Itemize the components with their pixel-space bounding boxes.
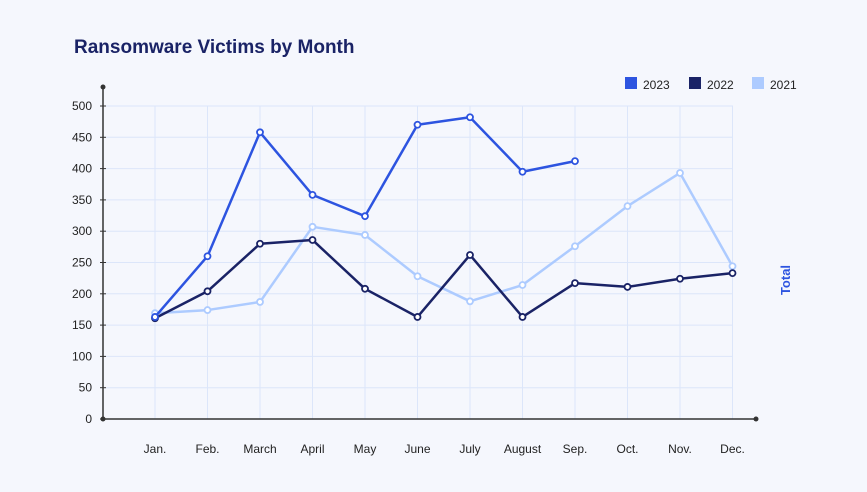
x-tick-label: Oct. — [616, 442, 638, 456]
x-tick-label: May — [354, 442, 377, 456]
y-tick-label: 250 — [72, 256, 92, 270]
legend-swatch-2022 — [689, 77, 701, 89]
y-tick-label: 350 — [72, 193, 92, 207]
y-tick-label: 200 — [72, 287, 92, 301]
data-point-2022 — [571, 279, 579, 288]
y-tick-label: 300 — [72, 224, 92, 238]
data-point-2022 — [308, 236, 317, 244]
y-tick-label: 400 — [72, 162, 92, 176]
data-point-2023 — [518, 167, 527, 176]
x-tick-label: August — [504, 442, 542, 456]
data-point-2021 — [571, 242, 579, 251]
data-point-2021 — [361, 231, 369, 239]
data-point-2021 — [466, 297, 474, 306]
data-point-2023 — [361, 212, 369, 221]
legend-swatch-2021 — [752, 77, 764, 89]
data-point-2021 — [413, 272, 422, 281]
data-point-2021 — [728, 262, 737, 271]
x-tick-label: Nov. — [668, 442, 692, 456]
x-tick-label: June — [404, 442, 430, 456]
data-point-2021 — [518, 281, 527, 289]
data-point-2023 — [151, 313, 159, 321]
y-tick-label: 150 — [72, 318, 92, 332]
x-tick-label: Feb. — [195, 442, 219, 456]
data-point-2022 — [728, 269, 737, 278]
data-point-2021 — [256, 298, 264, 306]
data-point-2022 — [676, 274, 684, 283]
y-tick-label: 450 — [72, 130, 92, 144]
series-line-2021 — [154, 171, 734, 315]
series-line-2022 — [154, 238, 733, 320]
axis-origin-dot — [100, 416, 106, 422]
data-point-2021 — [203, 306, 212, 314]
axis-end-dot — [753, 416, 759, 422]
data-point-2022 — [203, 287, 212, 296]
data-point-2023 — [308, 190, 317, 199]
legend-label-2023: 2023 — [643, 78, 670, 92]
legend-label-2021: 2021 — [770, 78, 797, 92]
y-tick-label: 500 — [72, 99, 92, 113]
data-point-2023 — [466, 113, 474, 122]
x-tick-label: Jan. — [144, 442, 167, 456]
y-tick-label: 100 — [72, 349, 92, 363]
data-point-2021 — [676, 169, 684, 177]
x-tick-label: March — [243, 442, 276, 456]
data-point-2021 — [308, 222, 317, 231]
legend-label-2022: 2022 — [707, 78, 734, 92]
x-tick-label: April — [300, 442, 324, 456]
data-point-2023 — [256, 128, 264, 137]
data-point-2023 — [203, 252, 212, 261]
x-tick-label: July — [459, 442, 480, 456]
data-point-2023 — [413, 120, 422, 129]
data-point-2022 — [466, 251, 474, 259]
data-point-2022 — [413, 313, 422, 321]
legend-swatch-2023 — [625, 77, 637, 89]
y-tick-label: 0 — [85, 412, 92, 426]
chart-title: Ransomware Victims by Month — [74, 37, 355, 58]
data-point-2022 — [256, 239, 264, 248]
data-point-2021 — [623, 202, 632, 211]
axis-end-dot — [100, 84, 106, 90]
data-point-2022 — [623, 283, 632, 291]
data-point-2022 — [361, 284, 369, 293]
y-tick-label: 50 — [79, 381, 93, 395]
y-axis-label: Total — [778, 265, 793, 295]
x-tick-label: Dec. — [720, 442, 745, 456]
x-tick-label: Sep. — [563, 442, 588, 456]
data-point-2023 — [571, 157, 579, 165]
data-point-2022 — [518, 313, 527, 321]
